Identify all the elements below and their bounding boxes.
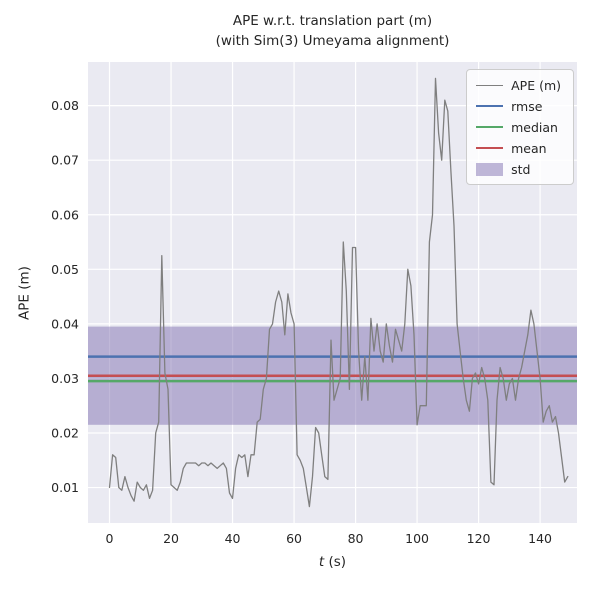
y-tick-label: 0.04: [51, 316, 79, 331]
x-tick-label: 80: [348, 531, 364, 546]
legend-swatch-line: [476, 84, 504, 86]
y-tick-label: 0.07: [51, 153, 79, 168]
y-axis-label: APE (m): [16, 266, 33, 320]
legend-swatch-line: [476, 126, 504, 128]
x-tick-label: 20: [163, 531, 179, 546]
ape-series-line: [108, 77, 569, 508]
x-tick-label: 40: [225, 531, 241, 546]
legend-label: median: [511, 119, 558, 135]
x-axis-label: t (s): [88, 554, 577, 570]
legend-label: std: [511, 161, 531, 177]
y-tick-label: 0.08: [51, 98, 79, 113]
chart-title-line1: APE w.r.t. translation part (m): [232, 13, 433, 29]
y-tick-label: 0.02: [51, 425, 79, 440]
chart-title-line2: (with Sim(3) Umeyama alignment): [215, 33, 450, 50]
legend-entry-median: median: [476, 119, 561, 135]
legend-label: rmse: [511, 98, 543, 114]
y-tick-label: 0.03: [51, 371, 79, 386]
x-tick-label: 0: [106, 531, 114, 546]
legend-entry-rmse: rmse: [476, 98, 561, 114]
legend-entry-ape: APE (m): [476, 77, 561, 93]
legend: APE (m) rmse median mean std: [466, 69, 574, 185]
legend-swatch-line: [476, 147, 504, 149]
y-tick-label: 0.01: [51, 480, 79, 495]
y-tick-label: 0.06: [51, 207, 79, 222]
legend-label: APE (m): [511, 77, 561, 93]
x-axis-label-symbol: t: [318, 554, 325, 570]
legend-entry-std: std: [476, 161, 561, 177]
y-tick-label: 0.05: [51, 262, 79, 277]
x-tick-label: 120: [467, 531, 491, 546]
legend-swatch-line: [476, 105, 504, 107]
legend-entry-mean: mean: [476, 140, 561, 156]
x-tick-label: 100: [405, 531, 429, 546]
x-tick-label: 60: [286, 531, 302, 546]
x-axis-label-unit: (s): [324, 554, 347, 570]
x-tick-label: 140: [528, 531, 552, 546]
legend-label: mean: [511, 140, 547, 156]
legend-swatch-patch: [476, 162, 504, 176]
chart-title: APE w.r.t. translation part (m) (with Si…: [88, 11, 577, 52]
